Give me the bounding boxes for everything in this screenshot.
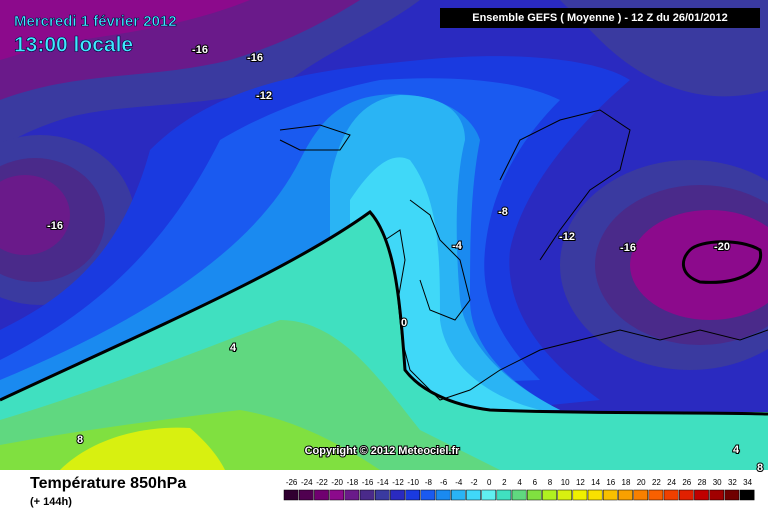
scale-swatch	[344, 489, 360, 501]
scale-label: 16	[606, 478, 615, 487]
scale-swatch	[298, 489, 314, 501]
contour-label: -20	[714, 241, 730, 253]
scale-label: -2	[470, 478, 478, 487]
scale-swatch	[314, 489, 329, 501]
contour-label: -16	[192, 44, 208, 56]
scale-swatch	[511, 489, 527, 501]
contour-label: 8	[757, 462, 763, 474]
scale-swatch	[663, 489, 679, 501]
scale-swatch	[466, 489, 481, 501]
scale-swatch	[450, 489, 466, 501]
scale-label: 22	[652, 478, 661, 487]
contour-label: -16	[47, 220, 63, 232]
scale-swatch	[405, 489, 421, 501]
contour-label: -8	[498, 206, 508, 218]
cold-region	[0, 0, 250, 60]
scale-swatch	[587, 489, 603, 501]
contour-label: 8	[77, 434, 83, 446]
scale-label: -16	[362, 478, 374, 487]
scale-label: -10	[407, 478, 419, 487]
scale-swatch	[526, 489, 542, 501]
scale-swatch	[709, 489, 725, 501]
scale-swatch	[374, 489, 390, 501]
scale-swatch	[648, 489, 664, 501]
run-info: Ensemble GEFS ( Moyenne ) - 12 Z du 26/0…	[472, 12, 728, 24]
contour-line	[681, 240, 763, 284]
scale-swatch	[739, 489, 755, 501]
scale-label: -18	[347, 478, 359, 487]
date: Mercredi 1 février 2012	[14, 13, 177, 30]
run-box	[440, 8, 760, 28]
scale-swatch	[420, 489, 436, 501]
contour-label: -4	[452, 240, 463, 252]
scale-swatch	[557, 489, 573, 501]
footer-title: Température 850hPa	[30, 475, 186, 492]
cold-region	[0, 175, 70, 255]
warm-region	[60, 427, 225, 470]
lead-time: (+ 144h)	[30, 496, 72, 508]
scale-label: 4	[517, 478, 522, 487]
contour-label: 4	[733, 444, 740, 456]
scale-swatch	[633, 489, 649, 501]
scale-swatch	[694, 489, 709, 501]
scale-label: 30	[713, 478, 722, 487]
scale-swatch	[359, 489, 375, 501]
scale-swatch	[496, 489, 512, 501]
scale-swatch	[542, 489, 557, 501]
scale-label: 18	[622, 478, 631, 487]
cold-region	[630, 210, 768, 320]
scale-swatch	[724, 489, 740, 501]
coastline	[279, 109, 768, 401]
scale-swatch	[618, 489, 633, 501]
scale-swatch	[602, 489, 618, 501]
scale-swatch	[572, 489, 588, 501]
scale-label: 24	[667, 478, 676, 487]
scale-swatch	[283, 489, 299, 501]
copyright: Copyright © 2012 Meteociel.fr	[305, 445, 461, 457]
scale-label: 14	[591, 478, 600, 487]
scale-label: -6	[440, 478, 448, 487]
scale-swatch	[329, 489, 345, 501]
contour-label: -16	[247, 52, 263, 64]
zero-isotherm	[0, 209, 768, 416]
scale-label: 6	[533, 478, 538, 487]
contour-label: 0	[401, 317, 407, 329]
scale-label: -22	[316, 478, 328, 487]
scale-label: -14	[377, 478, 389, 487]
scale-label: 2	[502, 478, 507, 487]
scale-swatch	[390, 489, 405, 501]
contour-label: -12	[256, 90, 272, 102]
scale-label: 32	[728, 478, 737, 487]
contour-label: -16	[620, 242, 636, 254]
scale-label: 20	[637, 478, 646, 487]
contour-label: -12	[559, 231, 575, 243]
scale-label: -26	[286, 478, 298, 487]
scale-label: -8	[425, 478, 433, 487]
scale-label: 34	[743, 478, 752, 487]
scale-swatch	[678, 489, 694, 501]
scale-label: -24	[301, 478, 313, 487]
scale-label: 12	[576, 478, 585, 487]
scale-label: 0	[487, 478, 492, 487]
scale-label: -4	[455, 478, 463, 487]
scale-label: 8	[548, 478, 553, 487]
scale-swatch	[481, 489, 497, 501]
contour-label: 4	[230, 342, 237, 354]
time: 13:00 locale	[14, 34, 133, 57]
scale-label: -12	[392, 478, 404, 487]
scale-label: 26	[682, 478, 691, 487]
scale-label: -20	[331, 478, 343, 487]
scale-label: 28	[698, 478, 707, 487]
scale-label: 10	[561, 478, 570, 487]
scale-swatch	[435, 489, 451, 501]
